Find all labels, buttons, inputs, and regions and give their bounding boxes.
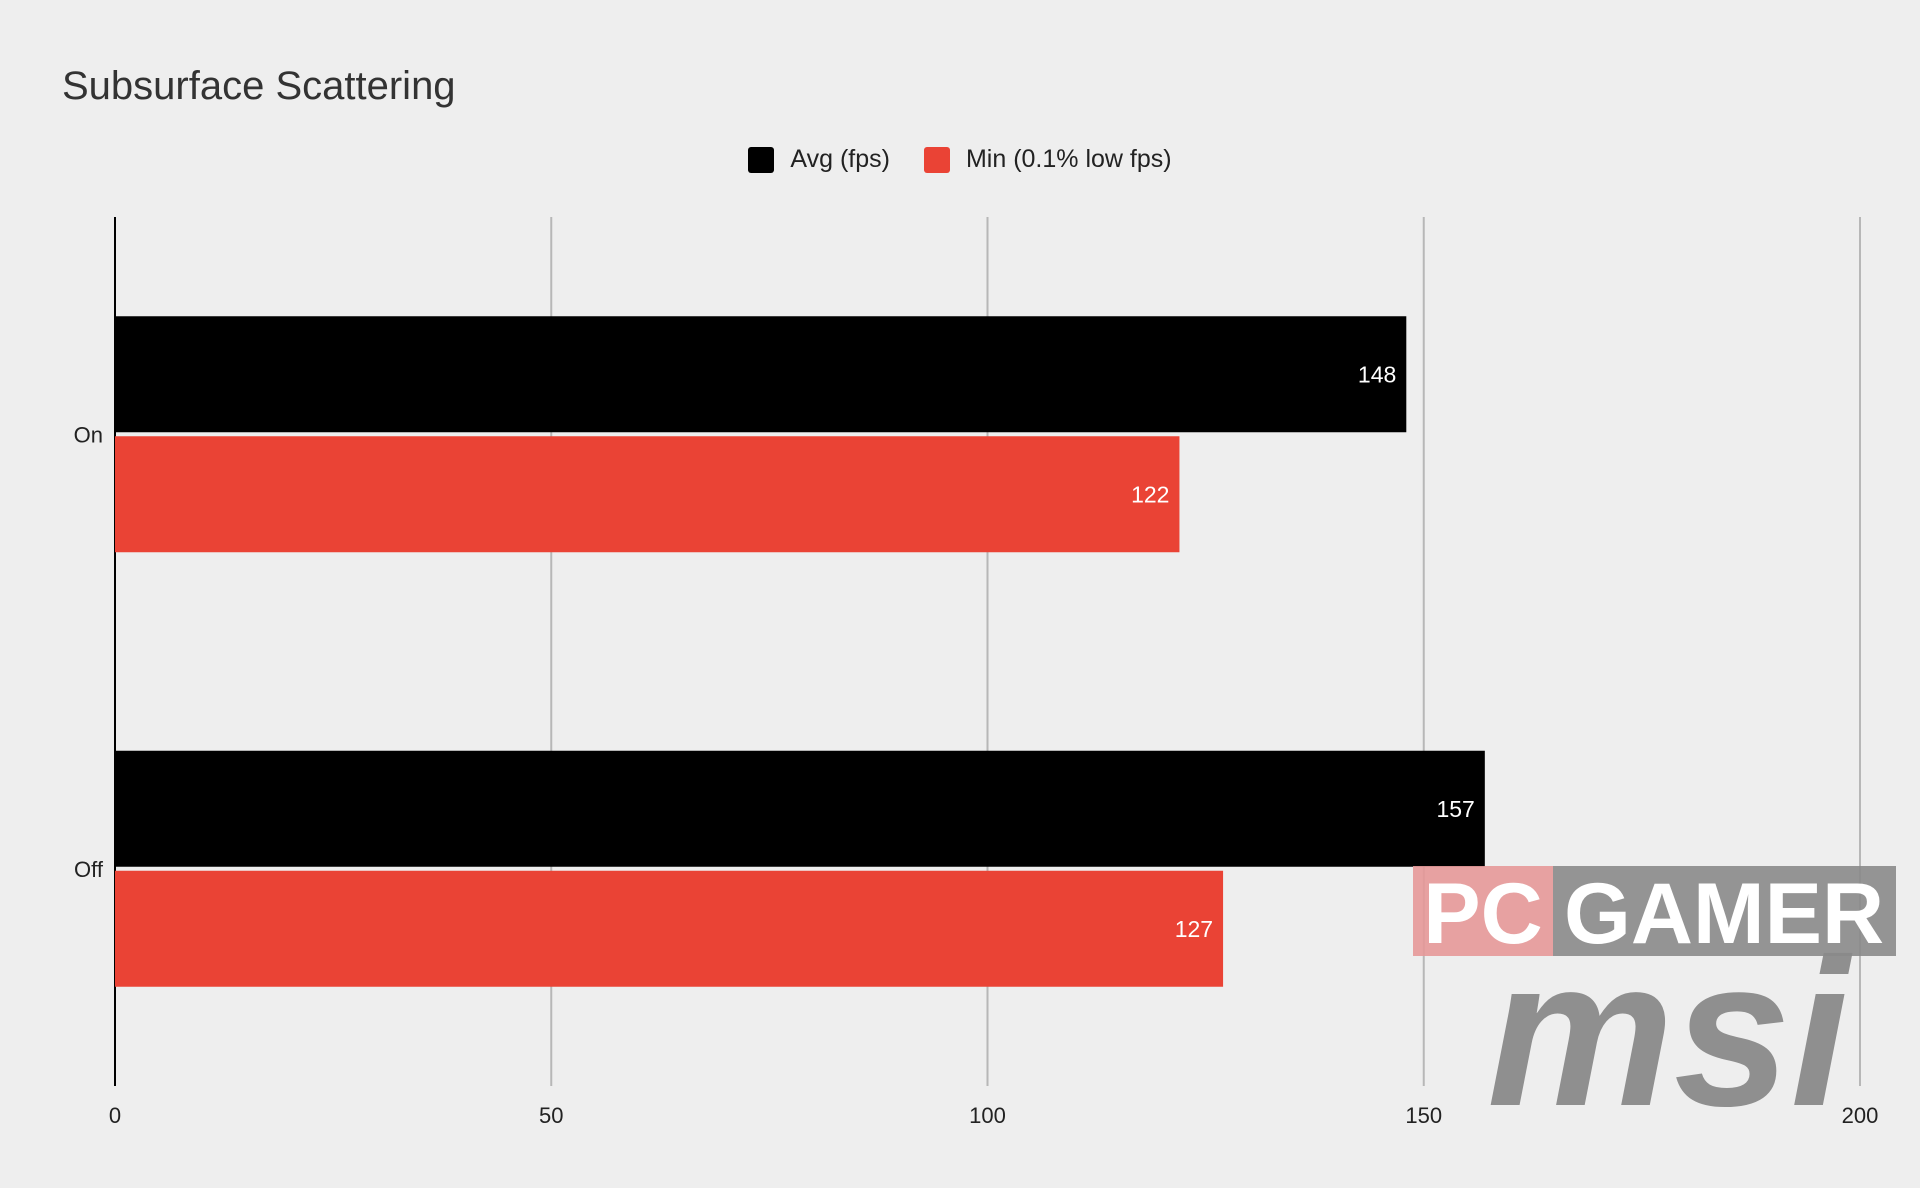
chart-title: Subsurface Scattering <box>62 64 456 108</box>
category-label: Off <box>74 857 104 882</box>
bar <box>115 316 1407 433</box>
data-label: 127 <box>1175 916 1213 942</box>
legend-item-min: Min (0.1% low fps) <box>923 145 1172 174</box>
value-labels: 0 50 100 150 200 148 122 On 157 127 Off <box>74 361 1879 1128</box>
legend-swatch-min <box>923 146 950 173</box>
watermark-gamer-box <box>1553 866 1896 956</box>
data-label: 122 <box>1131 481 1169 507</box>
bar <box>115 750 1485 867</box>
bar <box>115 870 1224 987</box>
data-label: 148 <box>1358 361 1396 387</box>
chart-legend: Avg (fps) Min (0.1% low fps) <box>0 145 1920 174</box>
x-tick-label: 0 <box>109 1103 121 1128</box>
watermark-msi-text: msi <box>1487 915 1853 1150</box>
x-tick-label: 100 <box>969 1103 1006 1128</box>
category-label: On <box>74 422 103 447</box>
x-tick-label: 150 <box>1405 1103 1442 1128</box>
x-tick-label: 50 <box>539 1103 563 1128</box>
legend-item-avg: Avg (fps) <box>748 145 890 174</box>
legend-label-avg: Avg (fps) <box>790 145 890 173</box>
bar <box>115 436 1180 553</box>
legend-label-min: Min (0.1% low fps) <box>965 145 1172 173</box>
data-label: 157 <box>1436 796 1474 822</box>
watermark-gamer-text: GAMER <box>1564 866 1884 962</box>
watermark-logo: PC GAMER msi <box>1413 866 1896 1150</box>
watermark-pc-box <box>1413 866 1553 956</box>
x-tick-label: 200 <box>1842 1103 1879 1128</box>
watermark-pc-text: PC <box>1423 866 1542 962</box>
bars <box>115 316 1485 987</box>
legend-swatch-avg <box>748 146 775 173</box>
